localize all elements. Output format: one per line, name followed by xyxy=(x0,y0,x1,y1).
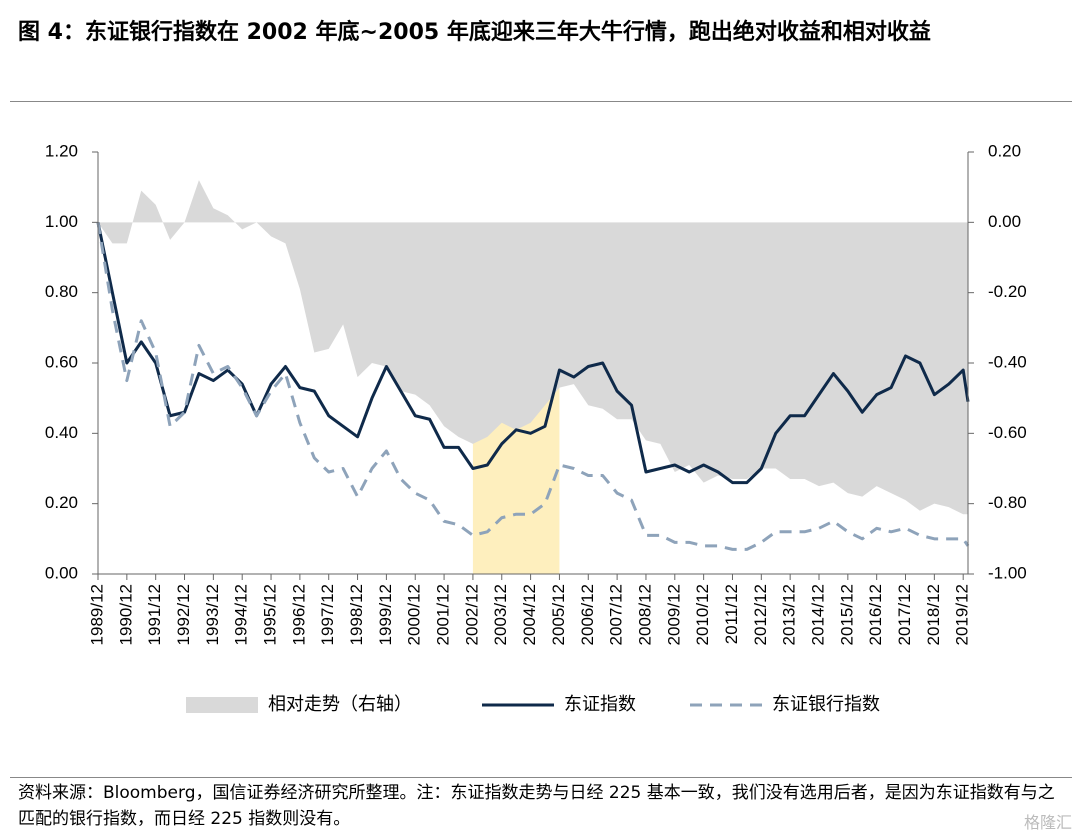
x-tick-label: 2007/12 xyxy=(607,584,626,645)
y-tick-label: 0.00 xyxy=(45,563,78,582)
x-tick-label: 2015/12 xyxy=(837,584,856,645)
x-tick-label: 2003/12 xyxy=(491,584,510,645)
x-tick-label: 2017/12 xyxy=(895,584,914,645)
divider xyxy=(10,101,1072,102)
y2-tick-label: -0.20 xyxy=(988,282,1027,301)
x-tick-label: 2014/12 xyxy=(808,584,827,645)
x-tick-label: 1993/12 xyxy=(203,584,222,645)
x-tick-label: 2009/12 xyxy=(664,584,683,645)
x-tick-label: 2010/12 xyxy=(693,584,712,645)
y-tick-label: 0.60 xyxy=(45,352,78,371)
x-tick-label: 2006/12 xyxy=(578,584,597,645)
legend-label: 东证指数 xyxy=(564,694,636,715)
x-tick-label: 2008/12 xyxy=(635,584,654,645)
x-tick-label: 2018/12 xyxy=(924,584,943,645)
y-tick-label: 1.00 xyxy=(45,212,78,231)
line xyxy=(96,222,970,551)
legend-label: 相对走势（右轴） xyxy=(268,694,412,715)
y2-tick-label: -0.40 xyxy=(988,352,1027,371)
y-tick-label: 1.20 xyxy=(45,141,78,160)
x-tick-label: 1992/12 xyxy=(174,584,193,645)
x-tick-label: 1999/12 xyxy=(376,584,395,645)
y-tick-label: 0.80 xyxy=(45,282,78,301)
x-tick-label: 2013/12 xyxy=(780,584,799,645)
y2-tick-label: 0.20 xyxy=(988,141,1021,160)
y2-tick-label: 0.00 xyxy=(988,212,1021,231)
x-tick-label: 2005/12 xyxy=(549,584,568,645)
x-tick-label: 1997/12 xyxy=(318,584,337,645)
x-tick-label: 2011/12 xyxy=(722,584,741,644)
x-tick-label: 1990/12 xyxy=(116,584,135,645)
y2-tick-label: -0.60 xyxy=(988,423,1027,442)
y2-tick-label: -1.00 xyxy=(988,563,1027,582)
title: 图 4：东证银行指数在 2002 年底~2005 年底迎来三年大牛行情，跑出绝对… xyxy=(18,20,931,45)
x-tick-label: 2004/12 xyxy=(520,584,539,645)
legend-swatch xyxy=(186,697,258,713)
legend-label: 东证银行指数 xyxy=(772,694,880,715)
y2-tick-label: -0.80 xyxy=(988,493,1027,512)
x-tick-label: 2019/12 xyxy=(953,584,972,645)
x-tick-label: 1998/12 xyxy=(347,584,366,645)
x-tick-label: 2016/12 xyxy=(866,584,885,645)
x-tick-label: 2000/12 xyxy=(405,584,424,645)
x-tick-label: 2002/12 xyxy=(462,584,481,645)
line xyxy=(96,222,970,485)
divider xyxy=(10,777,1072,778)
y-tick-label: 0.40 xyxy=(45,423,78,442)
x-tick-label: 1995/12 xyxy=(261,584,280,645)
x-tick-label: 2001/12 xyxy=(434,584,453,645)
x-tick-label: 1991/12 xyxy=(145,584,164,645)
watermark: 格隆汇 xyxy=(1023,813,1072,832)
x-tick-label: 1989/12 xyxy=(87,584,106,645)
x-tick-label: 2012/12 xyxy=(751,584,770,645)
x-tick-label: 1994/12 xyxy=(232,584,251,645)
x-tick-label: 1996/12 xyxy=(289,584,308,645)
area xyxy=(98,180,968,515)
y-tick-label: 0.20 xyxy=(45,493,78,512)
source-note: 资料来源：Bloomberg，国信证券经济研究所整理。注：东证指数走势与日经 2… xyxy=(18,783,1055,829)
